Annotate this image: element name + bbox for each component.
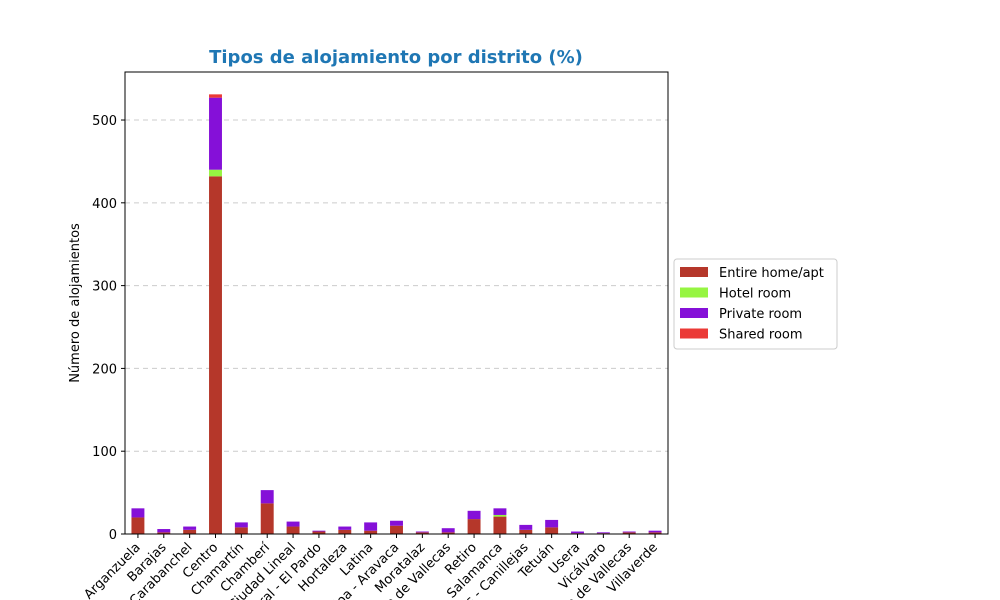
bars (131, 94, 662, 535)
bar-segment (209, 169, 222, 177)
bar-segment (131, 517, 145, 534)
legend-label: Shared room (719, 328, 803, 343)
y-axis-label: Número de alojamientos (68, 223, 83, 383)
bar-segment (312, 530, 326, 532)
legend-label: Hotel room (719, 287, 791, 302)
y-tick-label: 500 (92, 114, 117, 129)
y-tick-label: 400 (92, 197, 117, 212)
bar-segment (390, 525, 403, 534)
bar-segment (157, 532, 171, 534)
bar-segment (338, 526, 352, 530)
bar-segment (519, 529, 533, 534)
bar-segment (519, 524, 533, 530)
bar-segment (467, 519, 481, 534)
bar-segment (545, 519, 559, 528)
bar-segment (441, 532, 455, 534)
bar-segment (493, 516, 507, 534)
bar-segment (260, 503, 274, 534)
plot-frame (124, 71, 669, 535)
bar-segment (260, 490, 274, 504)
bar-segment (648, 530, 662, 533)
y-tick-label: 0 (109, 528, 117, 543)
x-axis-ticks: ArganzuelaBarajasCarabanchelCentroChamar… (81, 534, 661, 600)
bar-segment (648, 532, 662, 534)
bar-segment (209, 97, 222, 170)
y-tick-label: 100 (92, 445, 117, 460)
legend-swatch (680, 308, 708, 318)
y-tick-label: 300 (92, 280, 117, 295)
bar-segment (209, 176, 222, 535)
bar-segment (467, 510, 481, 520)
legend-label: Private room (719, 307, 802, 322)
legend-swatch (680, 267, 708, 277)
bar-segment (390, 520, 403, 526)
bar-segment (622, 531, 636, 533)
bar-segment (364, 522, 378, 531)
bar-segment (493, 508, 507, 515)
y-tick-label: 200 (92, 362, 117, 377)
bar-segment (157, 529, 171, 533)
bar-segment (183, 526, 197, 530)
bar-segment (286, 521, 300, 527)
chart-title: Tipos de alojamiento por distrito (%) (209, 47, 583, 68)
bar-segment (493, 514, 507, 517)
legend-swatch (680, 328, 708, 339)
bar-segment (545, 527, 559, 534)
y-axis-ticks: 0 100 200 300 400 500 (92, 114, 125, 543)
bar-segment (131, 508, 145, 518)
legend-label: Entire home/apt (719, 266, 824, 281)
legend: Entire home/apt Hotel room Private room Sha… (673, 258, 838, 350)
bar-segment (234, 527, 248, 534)
bar-segment (622, 532, 636, 534)
bar-segment (596, 532, 610, 534)
bar-segment (286, 526, 300, 534)
bar-segment (364, 530, 378, 534)
bar-segment (571, 531, 584, 534)
bar-segment (415, 532, 429, 534)
legend-swatch (680, 287, 708, 298)
bar-segment (312, 531, 326, 534)
bar-segment (209, 94, 222, 98)
bar-segment (183, 529, 197, 534)
bar-segment (415, 531, 429, 533)
bar-segment (234, 522, 248, 528)
legend-frame (673, 258, 838, 350)
gridlines (125, 119, 668, 535)
bar-segment (338, 529, 352, 534)
bar-segment (441, 528, 455, 533)
